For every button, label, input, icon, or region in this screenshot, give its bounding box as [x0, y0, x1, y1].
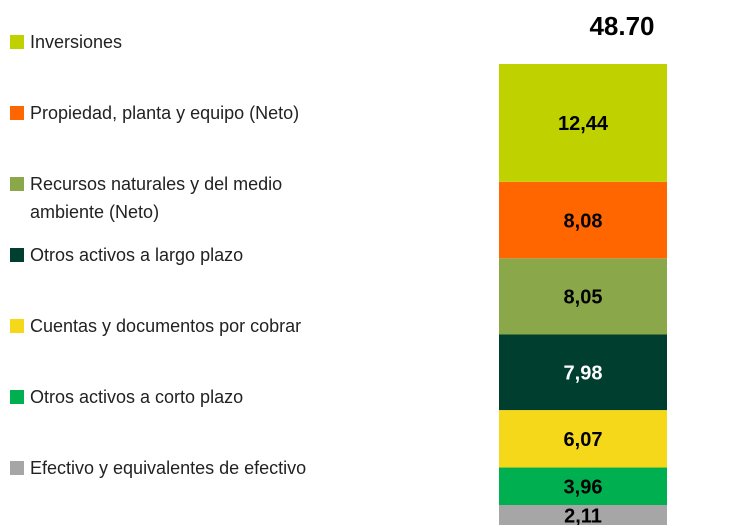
legend-swatch: [10, 35, 24, 49]
legend-swatch: [10, 461, 24, 475]
bar-segment: [499, 410, 667, 468]
legend-label: Propiedad, planta y equipo (Neto): [30, 103, 300, 123]
bar-segment: [499, 467, 667, 506]
value-label: 3,96: [564, 477, 603, 499]
legend-swatch: [10, 106, 24, 120]
legend-item: Otros activos a corto plazo: [10, 383, 243, 411]
bar-segment: [499, 334, 667, 411]
bar-segment: [499, 64, 667, 182]
value-label: 7,98: [564, 363, 603, 385]
legend-item: Inversiones: [10, 28, 122, 56]
legend-item: Efectivo y equivalentes de efectivo: [10, 454, 306, 482]
legend-item: Propiedad, planta y equipo (Neto): [10, 99, 299, 127]
legend-item: Cuentas y documentos por cobrar: [10, 312, 301, 340]
legend-swatch: [10, 390, 24, 404]
legend-label: Recursos naturales y del medio ambiente …: [30, 174, 283, 222]
value-label: 8,08: [564, 210, 603, 232]
value-label: 6,07: [564, 429, 603, 451]
legend-label: Otros activos a largo plazo: [30, 245, 244, 265]
value-label: 2,11: [564, 505, 602, 525]
value-label: 8,05: [564, 287, 603, 309]
legend-swatch: [10, 319, 24, 333]
bar-segment: [499, 258, 667, 335]
legend-swatch: [10, 177, 24, 191]
legend-label: Otros activos a corto plazo: [30, 387, 244, 407]
bar-segment: [499, 505, 667, 525]
value-label: 12,44: [558, 113, 609, 135]
legend-label: Cuentas y documentos por cobrar: [30, 316, 302, 336]
total-label: 48.70: [589, 11, 654, 41]
legend-item: Recursos naturales y del medio ambiente …: [10, 170, 360, 226]
legend-label: Inversiones: [30, 32, 123, 52]
legend-swatch: [10, 248, 24, 262]
legend-label: Efectivo y equivalentes de efectivo: [30, 458, 307, 478]
legend-item: Otros activos a largo plazo: [10, 241, 243, 269]
bar-segment: [499, 181, 667, 259]
